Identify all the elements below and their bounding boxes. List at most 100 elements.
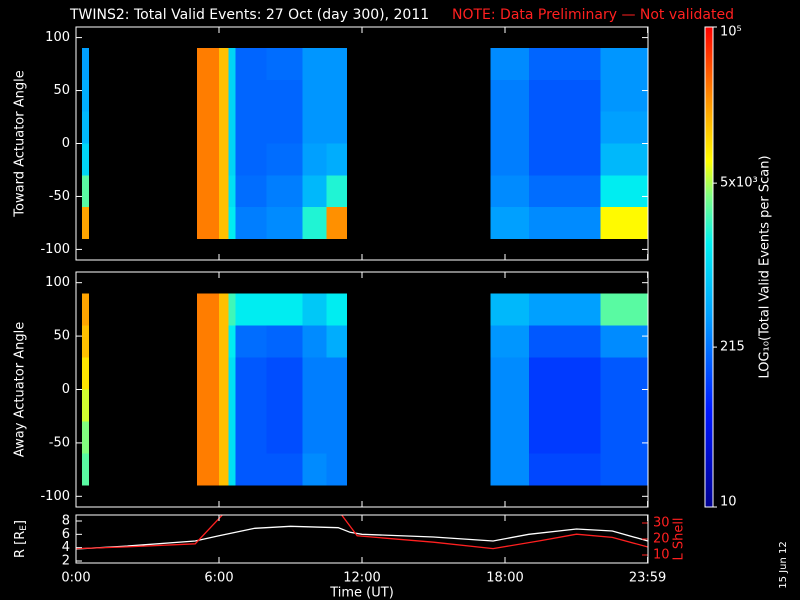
heatmap-cell <box>326 48 348 80</box>
heatmap-cell <box>302 325 327 358</box>
heatmap-cell <box>266 453 303 486</box>
heatmap-cell <box>235 48 267 80</box>
heatmap-cell <box>528 111 601 144</box>
heatmap-cell <box>302 357 327 390</box>
heatmap-cell <box>197 48 219 80</box>
x-axis-label: Time (UT) <box>329 586 394 600</box>
y2-tick-label: 20 <box>653 532 670 547</box>
y-axis-label-part: R [R <box>13 531 28 558</box>
heatmap-cell <box>326 79 348 112</box>
heatmap-cell <box>490 143 529 176</box>
heatmap-cell <box>266 143 303 176</box>
heatmap-cell <box>600 175 648 208</box>
y-tick-label: 100 <box>45 30 70 45</box>
heatmap-cell <box>235 175 267 208</box>
note: NOTE: Data Preliminary — Not validated <box>452 7 734 23</box>
y-tick-label: 0 <box>62 136 70 151</box>
heatmap-cell <box>219 143 229 176</box>
heatmap-cell <box>490 48 529 80</box>
heatmap-cell <box>490 389 529 422</box>
heatmap-cell <box>266 325 303 358</box>
heatmap-cell <box>81 175 90 208</box>
heatmap-cell <box>197 293 219 326</box>
heatmap-cell <box>326 293 348 326</box>
y-tick-label: 0 <box>62 382 70 397</box>
heatmap-cell <box>197 79 219 112</box>
heatmap-cell <box>235 111 267 144</box>
heatmap-cell <box>600 48 648 80</box>
x-tick-label: 0:00 <box>61 571 90 586</box>
heatmap-cell <box>326 207 348 239</box>
heatmap-cell <box>266 207 303 239</box>
heatmap-cell <box>235 421 267 454</box>
heatmap-cell <box>228 421 236 454</box>
heatmap-cell <box>302 207 327 239</box>
heatmap-cell <box>197 389 219 422</box>
heatmap-cell <box>490 293 529 326</box>
x-tick-label: 18:00 <box>486 571 523 586</box>
heatmap-cell <box>235 207 267 239</box>
x-tick-label: 12:00 <box>343 571 380 586</box>
chart-title: TWINS2: Total Valid Events: 27 Oct (day … <box>69 7 429 23</box>
heatmap-cell <box>600 111 648 144</box>
y2-tick-label: 10 <box>653 548 670 563</box>
heatmap-cell <box>326 143 348 176</box>
heatmap-cell <box>266 48 303 80</box>
y-tick-label: 6 <box>62 527 70 542</box>
heatmap-cell <box>219 325 229 358</box>
x-tick-label: 23:59 <box>629 571 666 586</box>
heatmap-cell <box>219 421 229 454</box>
heatmap-cell <box>228 389 236 422</box>
heatmap-cell <box>219 357 229 390</box>
heatmap-cell <box>81 357 90 390</box>
heatmap-cell <box>228 207 236 239</box>
heatmap-cell <box>81 293 90 326</box>
heatmap-cell <box>266 79 303 112</box>
heatmap-cell <box>81 111 90 144</box>
heatmap-cell <box>326 389 348 422</box>
heatmap-cell <box>235 389 267 422</box>
heatmap-cell <box>600 421 648 454</box>
heatmap-cell <box>197 175 219 208</box>
y-tick-label: -100 <box>40 242 70 257</box>
heatmap-cell <box>197 453 219 486</box>
y-tick-label: 100 <box>45 275 70 290</box>
heatmap-cell <box>600 207 648 239</box>
heatmap-cell <box>81 79 90 112</box>
heatmap-cell <box>235 79 267 112</box>
heatmap-cell <box>266 111 303 144</box>
heatmap-cell <box>266 293 303 326</box>
heatmap-cell <box>600 389 648 422</box>
heatmap-cell <box>600 453 648 486</box>
heatmap-cell <box>528 453 601 486</box>
heatmap-cell <box>490 357 529 390</box>
heatmap-cell <box>326 111 348 144</box>
heatmap-cell <box>81 453 90 486</box>
heatmap-cell <box>197 357 219 390</box>
heatmap-cell <box>219 111 229 144</box>
heatmap-cell <box>235 325 267 358</box>
heatmap-cell <box>219 175 229 208</box>
heatmap-cell <box>197 421 219 454</box>
heatmap-cell <box>600 357 648 390</box>
heatmap-cell <box>528 48 601 80</box>
heatmap-cell <box>219 453 229 486</box>
heatmap-cell <box>600 293 648 326</box>
heatmap-cell <box>228 293 236 326</box>
colorbar-tick-label: 10 <box>720 495 737 510</box>
heatmap-cell <box>266 175 303 208</box>
heatmap-cell <box>228 357 236 390</box>
heatmap-cell <box>302 453 327 486</box>
heatmap-cell <box>490 79 529 112</box>
heatmap-cell <box>302 389 327 422</box>
heatmap-cell <box>235 357 267 390</box>
heatmap-cell <box>81 207 90 239</box>
colorbar-label: LOG₁₀(Total Valid Events per Scan) <box>758 155 773 378</box>
y-tick-label: -100 <box>40 489 70 504</box>
y-axis-label: Away Actuator Angle <box>13 322 28 457</box>
heatmap-cell <box>326 175 348 208</box>
heatmap-cell <box>490 325 529 358</box>
y-axis-label: Toward Actuator Angle <box>13 70 28 217</box>
heatmap-cell <box>528 325 601 358</box>
heatmap-cell <box>197 143 219 176</box>
